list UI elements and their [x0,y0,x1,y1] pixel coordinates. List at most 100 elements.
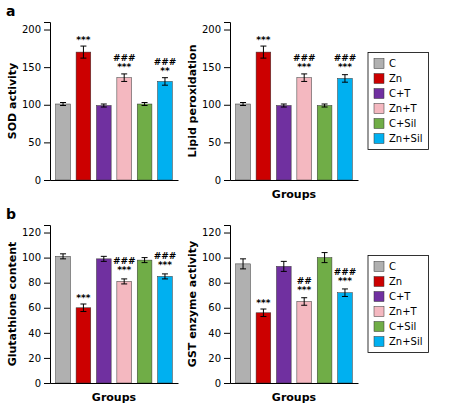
bar [297,301,312,383]
bar [236,264,251,383]
legend-label: C+Sil [389,321,416,332]
y-axis: 050100150200 [202,23,231,186]
annotation: ###*** [293,53,316,72]
error-bar [260,46,266,58]
tick-label: 40 [208,328,221,339]
legend-label: Zn+T [389,306,418,317]
y-axis-title: Lipid peroxidation [186,44,199,157]
tick-label: 120 [202,227,221,238]
tick-mark [44,233,50,234]
plot-area [56,254,173,383]
legend-swatch [374,307,384,317]
tick-label: 20 [28,353,41,364]
tick-label: 80 [28,277,41,288]
tick-label: 100 [22,99,41,110]
tick-label: 120 [22,227,41,238]
axis-domain [44,226,51,384]
x-axis-title: Groups [272,391,317,404]
legend-swatch [374,89,384,99]
tick: 200 [202,24,230,35]
legend-swatch [374,119,384,129]
tick-label: 50 [28,137,41,148]
tick: 0 [215,378,230,389]
chart-panel: 050100150200Lipid peroxidationGroups***#… [186,23,359,202]
y-axis-title: Glutathione content [6,242,19,367]
tick-mark [224,67,230,68]
legend-frame [368,256,428,353]
y-axis: 020406080100120 [22,226,51,389]
x-axis [231,180,359,181]
tick-mark [44,283,50,284]
y-axis: 020406080100120 [202,226,231,389]
figure: 050100150200SOD activity***###***###**aC… [0,0,474,419]
bar [276,106,291,180]
bar [56,256,71,383]
axis-domain [44,23,51,181]
plot-area [236,46,353,180]
bar [76,308,91,383]
legend-label: C [389,261,396,272]
bar [317,106,332,180]
tick-mark [224,258,230,259]
tick-mark [224,308,230,309]
legend-label: Zn+T [389,103,418,114]
tick-label: 150 [22,62,41,73]
axis-domain [224,23,231,181]
tick-label: 60 [28,302,41,313]
tick-mark [44,105,50,106]
tick: 50 [28,137,50,148]
legend-label: Zn+Sil [389,133,422,144]
tick: 120 [22,227,50,238]
error-bar [121,74,127,82]
tick: 40 [208,328,230,339]
annotation: ##*** [297,276,312,295]
bar [276,266,291,383]
bar [338,78,353,180]
error-bar [142,258,148,263]
panel-label: a [6,3,15,19]
annotation: *** [76,35,90,45]
tick-mark [224,180,230,181]
legend-label: C+T [389,88,411,99]
legend-swatch [374,277,384,287]
bar [137,104,152,180]
panel-label: b [6,206,16,222]
axis-domain [231,383,359,384]
tick-label: 80 [208,277,221,288]
legend-label: C+Sil [389,118,416,129]
tick: 150 [202,62,230,73]
y-axis: 050100150200 [22,23,51,186]
error-bar [80,46,86,58]
bar [297,78,312,180]
tick-label: 0 [35,378,41,389]
legend-label: C+T [389,291,411,302]
error-bar [142,103,148,106]
tick: 100 [22,99,50,110]
error-bar [101,104,107,107]
annotation: ###*** [334,267,357,286]
tick-mark [224,383,230,384]
legend-swatch [374,74,384,84]
chart-panel: 050100150200SOD activity***###***###** [6,23,179,186]
y-axis-title: GST enzyme activity [186,241,199,367]
bar [338,293,353,383]
legend-label: C [389,58,396,69]
tick: 60 [208,302,230,313]
x-axis [51,383,179,384]
tick-mark [224,358,230,359]
annotation: *** [256,35,270,45]
tick-mark [44,308,50,309]
tick-mark [224,333,230,334]
tick-label: 200 [22,24,41,35]
bar [158,276,173,383]
bar [236,104,251,180]
tick: 100 [202,252,230,263]
tick-mark [44,180,50,181]
tick-mark [44,30,50,31]
bar [256,313,271,383]
error-bar [281,261,287,271]
legend-swatch [374,262,384,272]
bar [56,104,71,180]
tick-label: 150 [202,62,221,73]
tick-mark [224,105,230,106]
